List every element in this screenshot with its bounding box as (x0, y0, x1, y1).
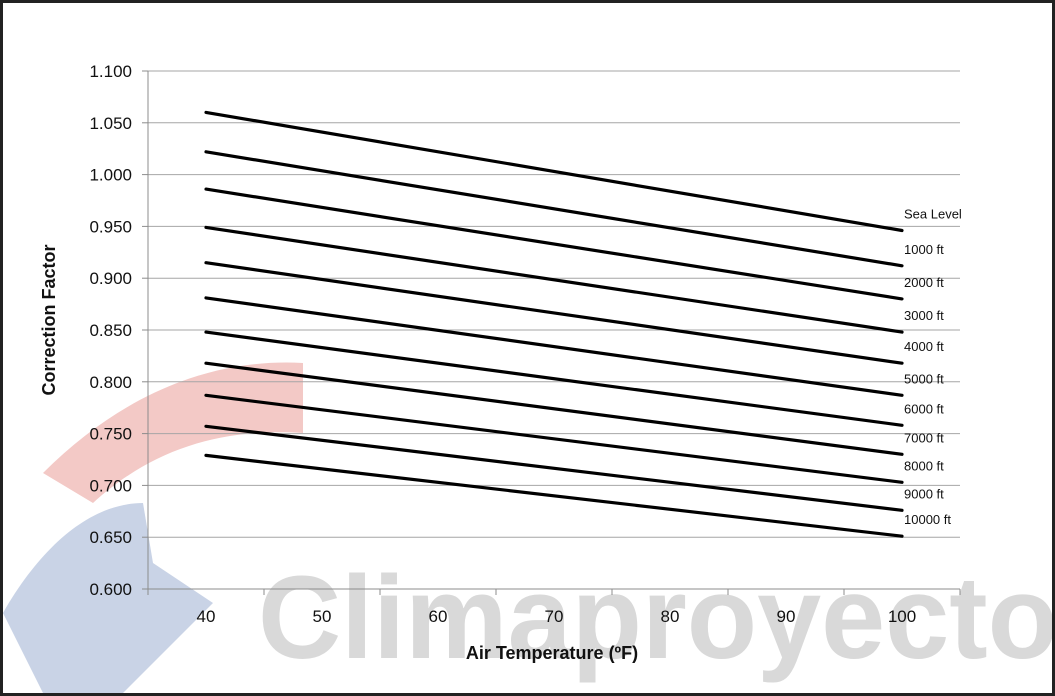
y-tick-label: 1.000 (89, 166, 132, 185)
watermark: Climaproyecto (3, 362, 1052, 693)
series-line (204, 424, 904, 512)
series-label: 8000 ft (904, 458, 944, 473)
y-tick-label: 0.850 (89, 321, 132, 340)
axes (142, 70, 961, 595)
x-tick-label: 90 (777, 607, 796, 626)
line-chart: Climaproyecto 40 50 60 70 80 90 100 0.600 0.650… (3, 62, 1052, 693)
x-axis-title: Air Temperature (ºF) (466, 643, 638, 663)
y-tick-label: 0.650 (89, 528, 132, 547)
y-tick-label: 0.600 (89, 580, 132, 599)
series-line (204, 296, 904, 397)
watermark-blue-swoosh (3, 503, 213, 693)
series-label: 10000 ft (904, 512, 951, 527)
gridlines (148, 70, 960, 538)
series-line (204, 453, 904, 538)
x-tick-label: 40 (197, 607, 216, 626)
series-label: 3000 ft (904, 308, 944, 323)
series-label: 5000 ft (904, 371, 944, 386)
series-label: 6000 ft (904, 401, 944, 416)
x-tick-label: 50 (313, 607, 332, 626)
x-tick-label: 80 (661, 607, 680, 626)
series-labels: Sea Level 1000 ft 2000 ft 3000 ft 4000 ft 500… (904, 207, 962, 528)
series-line (204, 361, 904, 456)
y-tick-label: 0.750 (89, 425, 132, 444)
y-axis-title: Correction Factor (39, 244, 59, 395)
y-tick-label: 1.100 (89, 62, 132, 81)
series-line (204, 187, 904, 301)
series-label: 2000 ft (904, 275, 944, 290)
series-label: 9000 ft (904, 486, 944, 501)
y-tick-label: 0.800 (89, 373, 132, 392)
series-label: Sea Level (904, 207, 962, 222)
x-tick-label: 60 (429, 607, 448, 626)
x-tick-label: 70 (545, 607, 564, 626)
x-tick-label: 100 (888, 607, 916, 626)
series-line (204, 150, 904, 268)
watermark-text: Climaproyecto (258, 552, 1052, 684)
series-lines (204, 110, 904, 538)
series-line (204, 261, 904, 365)
series-line (204, 330, 904, 427)
series-line (204, 110, 904, 233)
y-tick-label: 0.700 (89, 476, 132, 495)
watermark-red-swoosh (43, 362, 303, 503)
x-tick-labels: 40 50 60 70 80 90 100 (197, 607, 917, 626)
y-tick-label: 1.050 (89, 114, 132, 133)
y-tick-label: 0.900 (89, 269, 132, 288)
series-label: 1000 ft (904, 242, 944, 257)
series-line (204, 225, 904, 334)
series-line (204, 393, 904, 484)
y-tick-labels: 0.600 0.650 0.700 0.750 0.800 0.850 0.900 0.950… (89, 62, 132, 599)
y-tick-label: 0.950 (89, 217, 132, 236)
series-label: 4000 ft (904, 339, 944, 354)
series-label: 7000 ft (904, 430, 944, 445)
